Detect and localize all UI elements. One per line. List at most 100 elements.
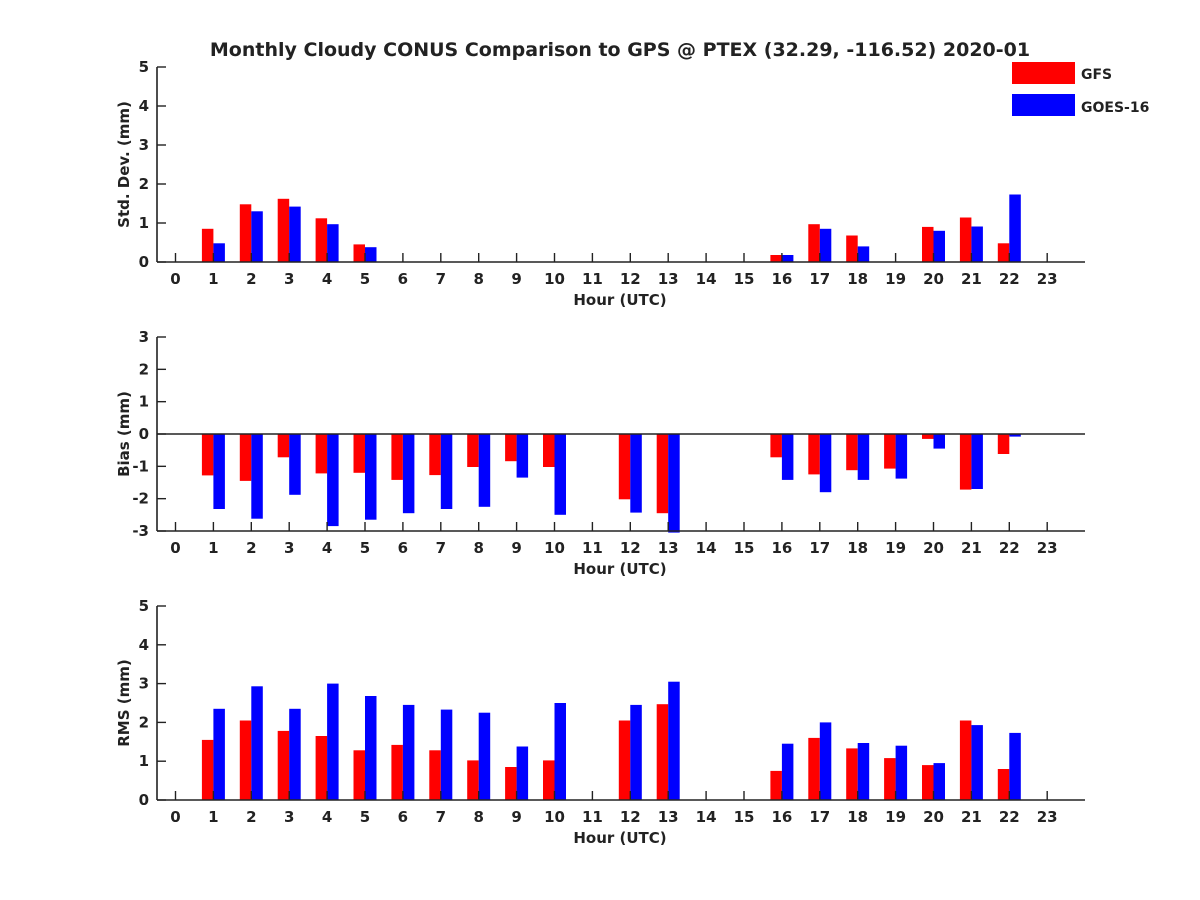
bar-std-gfs-hour-18 [846, 235, 858, 262]
bar-rms-goes-16-hour-20 [933, 763, 945, 800]
x-tick-label-bias: 21 [961, 539, 982, 557]
x-tick-label-std: 11 [582, 270, 603, 288]
bar-rms-goes-16-hour-8 [478, 712, 491, 800]
x-axis-label-rms: Hour (UTC) [573, 829, 666, 847]
x-tick-label-std: 3 [284, 270, 294, 288]
bar-rms-gfs-hour-22 [997, 769, 1010, 800]
y-tick-label-std: 3 [139, 136, 149, 154]
bar-std-goes-16-hour-5 [365, 247, 377, 262]
x-tick-label-rms: 10 [544, 808, 565, 826]
bar-rms-goes-16-hour-22 [1009, 732, 1021, 800]
bar-std-goes-16-hour-18 [857, 246, 870, 262]
x-tick-label-std: 7 [436, 270, 446, 288]
legend-swatch-gfs [1012, 62, 1075, 84]
x-tick-label-rms: 14 [696, 808, 717, 826]
bar-std-goes-16-hour-1 [213, 243, 225, 262]
bar-bias-gfs-hour-7 [429, 434, 441, 476]
y-tick-label-bias: 0 [139, 425, 149, 443]
x-tick-label-bias: 17 [809, 539, 830, 557]
bar-std-goes-16-hour-21 [971, 226, 983, 262]
x-tick-label-bias: 7 [436, 539, 446, 557]
bar-bias-gfs-hour-1 [201, 434, 214, 476]
bar-std-gfs-hour-5 [353, 244, 365, 262]
y-tick-label-rms: 4 [139, 636, 149, 654]
bar-rms-goes-16-hour-12 [630, 704, 642, 800]
bar-rms-gfs-hour-3 [277, 730, 290, 800]
bar-bias-gfs-hour-10 [543, 434, 555, 467]
bar-bias-gfs-hour-13 [656, 434, 669, 514]
bar-bias-goes-16-hour-20 [933, 434, 945, 449]
x-tick-label-rms: 23 [1037, 808, 1058, 826]
x-tick-label-std: 4 [322, 270, 332, 288]
bar-bias-goes-16-hour-13 [668, 434, 680, 533]
x-tick-label-rms: 19 [885, 808, 906, 826]
x-tick-label-std: 13 [658, 270, 679, 288]
bar-bias-gfs-hour-5 [353, 434, 365, 473]
x-tick-label-bias: 18 [847, 539, 868, 557]
y-tick-label-rms: 0 [139, 791, 149, 809]
bar-bias-goes-16-hour-18 [857, 434, 870, 480]
x-tick-label-rms: 22 [999, 808, 1020, 826]
x-tick-label-bias: 0 [170, 539, 180, 557]
y-tick-label-bias: 1 [139, 393, 149, 411]
bar-bias-goes-16-hour-2 [251, 434, 263, 519]
x-tick-label-bias: 23 [1037, 539, 1058, 557]
bar-bias-goes-16-hour-9 [516, 434, 529, 478]
x-tick-label-rms: 21 [961, 808, 982, 826]
bar-std-goes-16-hour-16 [781, 255, 794, 262]
bar-rms-gfs-hour-16 [770, 770, 782, 800]
bar-rms-goes-16-hour-5 [365, 696, 377, 800]
x-tick-label-bias: 8 [473, 539, 483, 557]
bar-std-gfs-hour-21 [959, 217, 972, 262]
bar-rms-goes-16-hour-2 [251, 686, 263, 800]
bar-bias-gfs-hour-12 [618, 434, 631, 500]
bar-rms-goes-16-hour-1 [213, 708, 225, 800]
y-axis-label-rms: RMS (mm) [115, 659, 133, 746]
bar-bias-goes-16-hour-10 [554, 434, 566, 515]
bar-std-gfs-hour-22 [997, 243, 1010, 262]
x-tick-label-std: 6 [398, 270, 408, 288]
bar-bias-gfs-hour-19 [884, 434, 896, 469]
y-tick-label-bias: -1 [132, 457, 149, 475]
bar-rms-gfs-hour-5 [353, 750, 365, 800]
x-tick-label-std: 20 [923, 270, 944, 288]
bar-std-gfs-hour-20 [922, 226, 934, 262]
bar-rms-gfs-hour-21 [959, 720, 972, 800]
bar-rms-goes-16-hour-18 [857, 743, 870, 800]
bar-bias-gfs-hour-3 [277, 434, 290, 458]
bar-bias-gfs-hour-8 [467, 434, 479, 467]
bar-std-goes-16-hour-3 [289, 206, 301, 262]
x-tick-label-std: 8 [473, 270, 483, 288]
x-tick-label-std: 22 [999, 270, 1020, 288]
y-tick-label-rms: 1 [139, 752, 149, 770]
bar-std-gfs-hour-2 [239, 204, 252, 262]
bar-rms-goes-16-hour-13 [668, 681, 680, 800]
x-tick-label-std: 14 [696, 270, 717, 288]
x-tick-label-bias: 14 [696, 539, 717, 557]
bar-bias-gfs-hour-22 [997, 434, 1010, 454]
bar-rms-gfs-hour-7 [429, 750, 441, 800]
bar-std-goes-16-hour-2 [251, 211, 263, 262]
bar-std-gfs-hour-3 [277, 198, 290, 262]
bar-rms-gfs-hour-20 [922, 765, 934, 800]
x-tick-label-std: 9 [511, 270, 521, 288]
bar-std-goes-16-hour-22 [1009, 194, 1021, 262]
bar-rms-gfs-hour-19 [884, 758, 896, 800]
x-tick-label-bias: 2 [246, 539, 256, 557]
bar-std-goes-16-hour-4 [327, 224, 339, 262]
bar-rms-gfs-hour-13 [656, 704, 669, 800]
x-tick-label-std: 10 [544, 270, 565, 288]
bar-std-gfs-hour-16 [770, 255, 782, 262]
y-tick-label-std: 1 [139, 214, 149, 232]
bar-bias-goes-16-hour-3 [289, 434, 301, 495]
bar-rms-goes-16-hour-3 [289, 708, 301, 800]
bar-rms-gfs-hour-2 [239, 720, 252, 800]
y-axis-label-bias: Bias (mm) [115, 391, 133, 477]
bar-rms-gfs-hour-8 [467, 760, 479, 800]
x-tick-label-bias: 12 [620, 539, 641, 557]
bar-bias-goes-16-hour-7 [440, 434, 453, 509]
